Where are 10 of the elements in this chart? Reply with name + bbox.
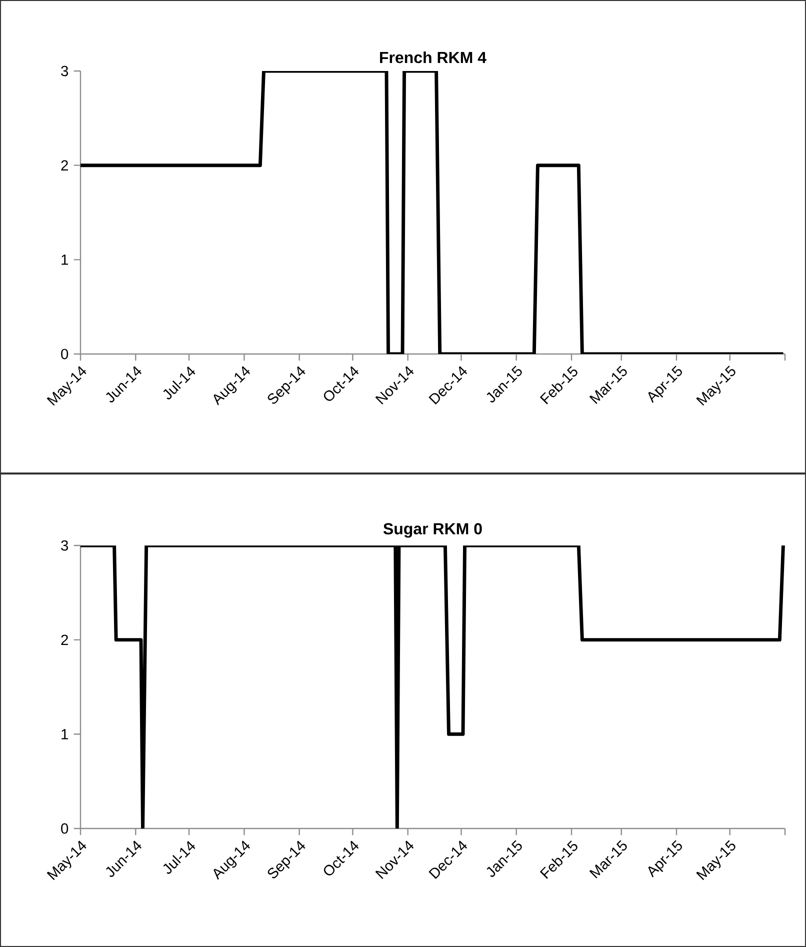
y-tick-label: 2 [61,634,68,645]
y-tick-label: 1 [62,254,68,265]
chart-title: French RKM 4 [380,51,486,64]
y-tick-label: 0 [61,823,68,834]
y-tick-label: 1 [62,729,68,740]
y-tick-label: 2 [61,160,68,170]
y-tick-label: 3 [61,540,68,551]
y-tick-label: 0 [61,348,68,360]
y-tick-label: 3 [61,66,68,76]
chart-title: Sugar RKM 0 [383,523,482,538]
